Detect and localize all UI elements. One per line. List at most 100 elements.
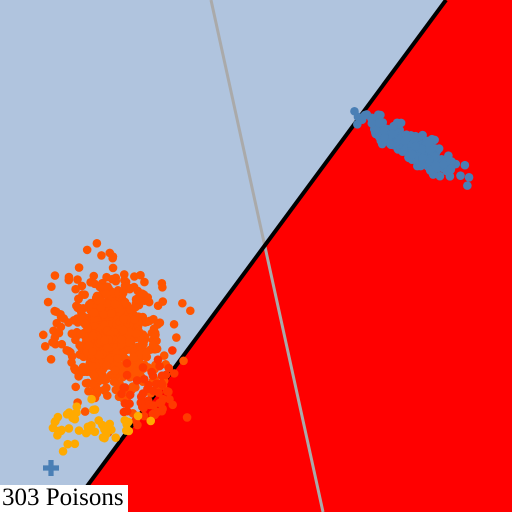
data-point-cluster-1	[125, 284, 135, 294]
data-point-cluster-1	[96, 296, 106, 306]
data-point-cluster-1	[186, 306, 195, 316]
data-point-cluster-2	[154, 388, 163, 397]
data-point-cluster-3	[64, 424, 74, 433]
data-point-cluster-2	[168, 346, 177, 355]
data-point-cluster-1	[99, 309, 108, 319]
data-point-cluster-1	[64, 275, 74, 285]
data-point-cluster-4	[353, 120, 362, 129]
data-point-cluster-1	[43, 297, 53, 307]
special-point-plus-1	[43, 460, 60, 476]
data-point-cluster-1	[88, 347, 97, 356]
data-point-cluster-3	[48, 423, 58, 433]
data-point-cluster-3	[83, 422, 93, 432]
data-point-cluster-4	[400, 136, 410, 146]
data-point-cluster-2	[161, 370, 171, 380]
data-point-cluster-1	[110, 299, 120, 309]
data-point-cluster-3	[53, 431, 62, 440]
data-point-cluster-1	[179, 356, 188, 366]
data-point-cluster-1	[111, 276, 121, 286]
data-point-cluster-1	[178, 298, 187, 308]
data-point-cluster-4	[386, 140, 396, 149]
data-point-cluster-1	[40, 342, 50, 351]
data-point-cluster-4	[360, 110, 370, 120]
data-point-cluster-1	[108, 263, 118, 273]
data-point-cluster-1	[117, 335, 126, 344]
data-point-cluster-4	[379, 126, 389, 136]
data-point-cluster-1	[149, 324, 159, 334]
poison-count-label: 303 Poisons	[0, 485, 128, 512]
data-point-cluster-3	[72, 402, 82, 411]
data-point-cluster-4	[425, 144, 434, 153]
data-point-cluster-1	[88, 331, 98, 340]
data-point-cluster-1	[89, 371, 99, 380]
data-point-cluster-1	[102, 361, 111, 370]
data-point-cluster-1	[113, 353, 123, 363]
data-point-cluster-3	[105, 419, 115, 429]
data-point-cluster-1	[111, 366, 120, 375]
data-point-cluster-2	[125, 390, 135, 400]
data-point-cluster-3	[89, 405, 98, 415]
data-point-cluster-1	[172, 333, 181, 342]
data-point-cluster-1	[82, 245, 92, 255]
data-point-cluster-1	[83, 324, 92, 333]
data-point-cluster-2	[139, 411, 149, 421]
data-point-cluster-1	[76, 329, 86, 339]
data-point-cluster-2	[169, 369, 179, 378]
data-point-cluster-1	[105, 248, 115, 258]
data-point-cluster-1	[64, 346, 73, 356]
data-point-cluster-1	[84, 300, 94, 309]
reference-line	[209, 0, 325, 512]
data-point-cluster-3	[122, 419, 131, 429]
data-point-cluster-4	[408, 150, 417, 160]
data-point-cluster-1	[74, 263, 84, 272]
data-point-cluster-1	[159, 351, 169, 360]
data-point-cluster-1	[92, 238, 102, 248]
data-point-cluster-1	[139, 339, 148, 349]
data-point-cluster-1	[158, 297, 168, 306]
data-point-cluster-2	[157, 380, 167, 389]
data-point-cluster-1	[96, 303, 106, 313]
data-point-cluster-1	[102, 343, 112, 353]
data-point-cluster-1	[71, 382, 81, 392]
data-point-cluster-4	[367, 119, 377, 128]
data-point-cluster-3	[70, 439, 80, 449]
data-point-cluster-4	[388, 129, 397, 139]
data-point-cluster-3	[146, 416, 156, 426]
data-point-cluster-3	[133, 411, 143, 421]
data-point-cluster-4	[439, 159, 448, 169]
data-point-cluster-2	[138, 363, 148, 372]
data-point-cluster-1	[133, 295, 143, 304]
data-point-cluster-2	[153, 355, 163, 364]
data-point-cluster-1	[48, 338, 57, 347]
data-point-cluster-1	[89, 314, 99, 324]
data-point-cluster-1	[77, 281, 87, 291]
data-point-cluster-1	[95, 282, 104, 292]
data-point-cluster-2	[122, 370, 132, 380]
data-point-cluster-1	[118, 288, 128, 298]
data-point-cluster-3	[90, 427, 100, 437]
data-point-cluster-1	[46, 355, 56, 364]
data-point-cluster-4	[424, 138, 434, 147]
data-point-cluster-4	[425, 166, 435, 175]
data-point-cluster-3	[68, 413, 77, 423]
data-point-cluster-2	[139, 374, 149, 384]
data-point-cluster-1	[119, 314, 129, 324]
data-point-cluster-4	[408, 133, 418, 142]
data-point-cluster-2	[147, 367, 156, 377]
data-point-cluster-1	[100, 386, 109, 395]
data-point-cluster-4	[444, 151, 453, 160]
data-point-cluster-1	[70, 365, 80, 375]
data-point-cluster-1	[52, 307, 61, 317]
data-point-cluster-4	[456, 171, 465, 180]
data-point-cluster-4	[463, 181, 472, 190]
data-point-cluster-1	[140, 277, 149, 287]
data-point-cluster-1	[75, 341, 84, 350]
data-point-cluster-1	[148, 340, 158, 350]
data-point-cluster-1	[50, 271, 60, 280]
data-point-cluster-1	[78, 290, 87, 299]
data-point-cluster-4	[445, 172, 455, 181]
data-point-cluster-1	[100, 335, 110, 345]
data-point-cluster-1	[64, 318, 73, 327]
